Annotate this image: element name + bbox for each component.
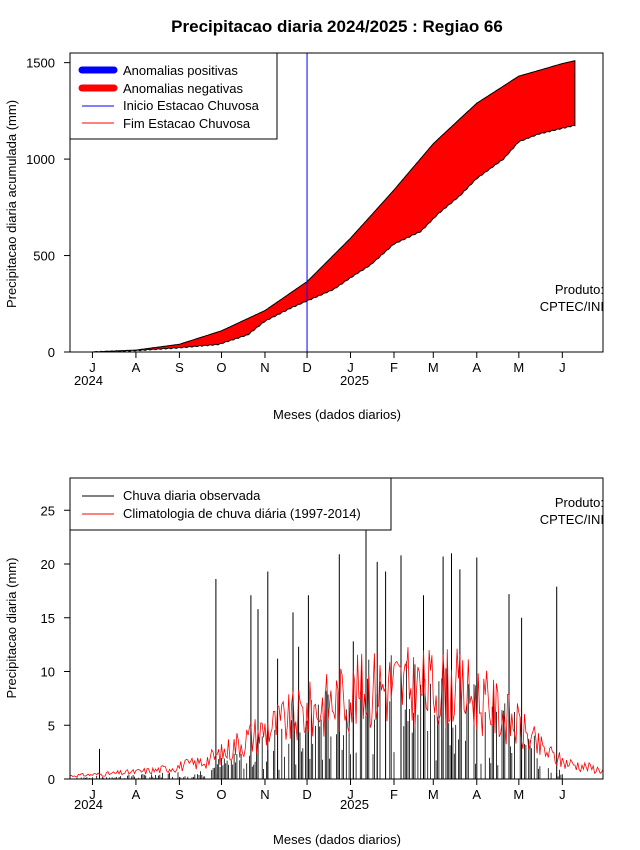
- cumulative-x-tick-label: M: [428, 360, 439, 375]
- legend-label-observed: Chuva diaria observada: [123, 488, 261, 503]
- chart-title: Precipitacao diaria 2024/2025 : Regiao 6…: [171, 17, 503, 36]
- cumulative-plot-frame: [69, 52, 604, 353]
- cumulative-y-axis-label: Precipitacao diaria acumulada (mm): [4, 100, 19, 308]
- daily-y-tick-label: 0: [48, 772, 55, 787]
- daily-y-tick-label: 15: [41, 611, 55, 626]
- daily-x-tick-label: J: [559, 787, 566, 802]
- cumulative-credit-line2: CPTEC/INI: [540, 299, 604, 314]
- climatology-line: [69, 647, 604, 778]
- cumulative-area: [92, 53, 576, 353]
- daily-x-tick-label: M: [513, 787, 524, 802]
- cumulative-x-tick-label: O: [216, 360, 226, 375]
- daily-x-tick-label: N: [260, 787, 269, 802]
- daily-legend: Chuva diaria observada Climatologia de c…: [69, 477, 392, 531]
- cumulative-x-tick-label: J: [347, 360, 354, 375]
- legend-label-season-end: Fim Estacao Chuvosa: [123, 116, 251, 131]
- daily-credit-line1: Produto:: [555, 495, 604, 510]
- cumulative-chart: 0 500 1000 1500 J A S O N D J F M A M J 2024 2025 Prec…: [4, 52, 604, 422]
- cumulative-y-tick-label: 500: [33, 249, 55, 264]
- cumulative-x-tick-label: J: [559, 360, 566, 375]
- cumulative-x-tick-label: M: [513, 360, 524, 375]
- daily-year-2024: 2024: [74, 797, 103, 812]
- cumulative-x-tick-label: J: [89, 360, 96, 375]
- cumulative-x-tick-label: N: [260, 360, 269, 375]
- cumulative-year-2025: 2025: [340, 373, 369, 388]
- legend-label-season-start: Inicio Estacao Chuvosa: [123, 98, 260, 113]
- legend-label-climatology: Climatologia de chuva diária (1997-2014): [123, 506, 361, 521]
- daily-legend-box: [69, 477, 392, 531]
- cumulative-y-tick-label: 0: [48, 345, 55, 360]
- negative-anomaly-area: [92, 60, 576, 353]
- daily-x-tick-label: J: [347, 787, 354, 802]
- daily-year-2025: 2025: [340, 797, 369, 812]
- daily-x-tick-label: S: [175, 787, 184, 802]
- daily-x-axis-label: Meses (dados diarios): [273, 832, 401, 847]
- cumulative-credit-line1: Produto:: [555, 282, 604, 297]
- daily-x-tick-label: J: [89, 787, 96, 802]
- daily-y-tick-label: 25: [41, 503, 55, 518]
- daily-y-axis-label: Precipitacao diaria (mm): [4, 558, 19, 699]
- cumulative-x-tick-label: F: [390, 360, 398, 375]
- daily-x-tick-label: M: [428, 787, 439, 802]
- cumulative-x-tick-label: D: [302, 360, 311, 375]
- observed-daily-rain: [76, 526, 563, 779]
- cumulative-x-tick-label: A: [132, 360, 141, 375]
- daily-x-tick-label: A: [472, 787, 481, 802]
- cumulative-y-tick-label: 1000: [26, 152, 55, 167]
- daily-x-tick-label: D: [302, 787, 311, 802]
- daily-x-tick-label: F: [390, 787, 398, 802]
- cumulative-x-tick-label: S: [175, 360, 184, 375]
- cumulative-legend: Anomalias positivas Anomalias negativas …: [69, 52, 278, 140]
- cumulative-y-axis: 0 500 1000 1500: [26, 56, 70, 360]
- cumulative-year-2024: 2024: [74, 373, 103, 388]
- legend-label-negative: Anomalias negativas: [123, 81, 243, 96]
- daily-y-tick-label: 10: [41, 665, 55, 680]
- daily-y-tick-label: 20: [41, 557, 55, 572]
- cumulative-y-tick-label: 1500: [26, 56, 55, 71]
- cumulative-x-tick-label: A: [472, 360, 481, 375]
- daily-credit-line2: CPTEC/INI: [540, 512, 604, 527]
- daily-x-tick-label: O: [216, 787, 226, 802]
- daily-x-tick-label: A: [132, 787, 141, 802]
- cumulative-x-axis-label: Meses (dados diarios): [273, 407, 401, 422]
- daily-y-tick-label: 5: [48, 718, 55, 733]
- legend-label-positive: Anomalias positivas: [123, 63, 238, 78]
- daily-y-axis: 0 5 10 15 20 25: [41, 503, 70, 787]
